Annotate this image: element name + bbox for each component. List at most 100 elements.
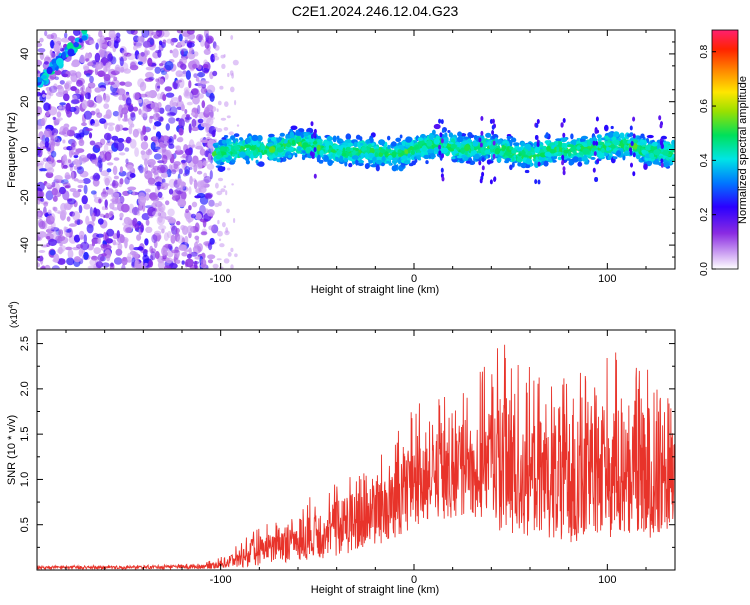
band-blob (596, 141, 604, 146)
noise-blob (41, 265, 46, 269)
band-blob (420, 140, 425, 144)
noise-blob (64, 174, 72, 180)
band-blob (301, 155, 306, 161)
noise-blob (127, 186, 137, 191)
noise-blob (186, 253, 192, 259)
noise-blob (119, 56, 124, 67)
band-blob (226, 148, 230, 152)
band-blob (636, 145, 641, 153)
noise-blob (119, 235, 125, 243)
spike-blob (438, 118, 442, 124)
noise-blob (38, 131, 44, 140)
spike-blob (560, 122, 564, 128)
spike-blob (536, 142, 540, 148)
noise-blob (110, 262, 114, 267)
noise-blob (67, 249, 74, 259)
streak-blob (53, 63, 57, 68)
band-blob (405, 144, 411, 148)
noise-blob (104, 37, 112, 41)
noise-blob (149, 245, 154, 254)
band-blob (371, 142, 375, 146)
noise-blob (201, 100, 206, 109)
noise-blob (151, 167, 157, 174)
noise-blob (132, 106, 139, 112)
noise-blob (236, 124, 240, 127)
noise-blob (228, 131, 234, 136)
noise-blob (50, 39, 55, 49)
noise-blob (141, 108, 148, 118)
band-blob (494, 147, 501, 155)
noise-blob (143, 135, 148, 142)
band-blob (662, 149, 669, 156)
noise-blob (207, 259, 214, 264)
noise-blob (157, 203, 166, 213)
band-blob (570, 133, 574, 140)
noise-blob (196, 34, 204, 41)
noise-blob (43, 61, 49, 65)
band-blob (387, 144, 391, 150)
band-blob (219, 146, 226, 152)
noise-blob (103, 175, 112, 184)
noise-blob (184, 249, 189, 253)
band-blob (226, 138, 230, 145)
noise-blob (92, 174, 96, 181)
streak-blob (46, 66, 53, 75)
noise-blob (106, 122, 116, 126)
noise-blob (73, 234, 81, 243)
noise-blob (175, 259, 181, 264)
noise-blob (53, 43, 60, 53)
noise-blob (103, 73, 111, 82)
noise-blob (191, 118, 197, 128)
band-blob (213, 145, 219, 148)
noise-blob (134, 223, 140, 231)
noise-blob (216, 190, 223, 196)
noise-blob (132, 190, 136, 196)
band-blob (615, 150, 622, 157)
band-blob (610, 144, 616, 149)
noise-blob (160, 172, 168, 178)
band-blob (290, 125, 298, 131)
noise-blob (195, 212, 202, 221)
noise-blob (165, 123, 170, 131)
band-blob (384, 151, 389, 158)
noise-blob (37, 231, 47, 238)
noise-blob (154, 181, 163, 187)
noise-blob (178, 73, 188, 77)
band-blob (279, 132, 285, 137)
colorbar-tick-label: 0.8 (699, 44, 710, 58)
noise-blob (136, 128, 142, 134)
noise-blob (214, 126, 218, 130)
band-blob (653, 158, 659, 165)
noise-blob (39, 51, 45, 60)
spike-blob (489, 179, 493, 185)
noise-blob (218, 238, 222, 242)
noise-blob (140, 141, 149, 150)
noise-blob (185, 258, 194, 268)
band-blob (570, 139, 578, 146)
band-blob (367, 152, 375, 159)
noise-blob (180, 159, 187, 163)
noise-blob (170, 97, 180, 102)
noise-blob (56, 235, 66, 242)
noise-blob (37, 146, 42, 156)
noise-blob (84, 92, 91, 100)
noise-blob (152, 113, 161, 121)
colorbar: 0.0 0.2 0.4 0.6 0.8 Normalized spectral ampl… (699, 29, 749, 276)
noise-blob (44, 161, 54, 171)
band-blob (597, 138, 602, 142)
noise-blob (186, 30, 195, 35)
band-blob (387, 135, 391, 141)
noise-blob (222, 222, 226, 228)
noise-blob (207, 254, 216, 260)
noise-blob (138, 195, 146, 206)
noise-blob (86, 224, 94, 234)
noise-blob (53, 253, 60, 263)
band-blob (324, 155, 329, 162)
colorbar-tick-label: 0.6 (699, 99, 710, 113)
spike-blob (491, 124, 495, 130)
noise-blob (37, 218, 44, 228)
band-blob (607, 131, 614, 138)
noise-blob (92, 178, 100, 187)
band-blob (646, 134, 654, 139)
noise-blob (177, 198, 187, 208)
